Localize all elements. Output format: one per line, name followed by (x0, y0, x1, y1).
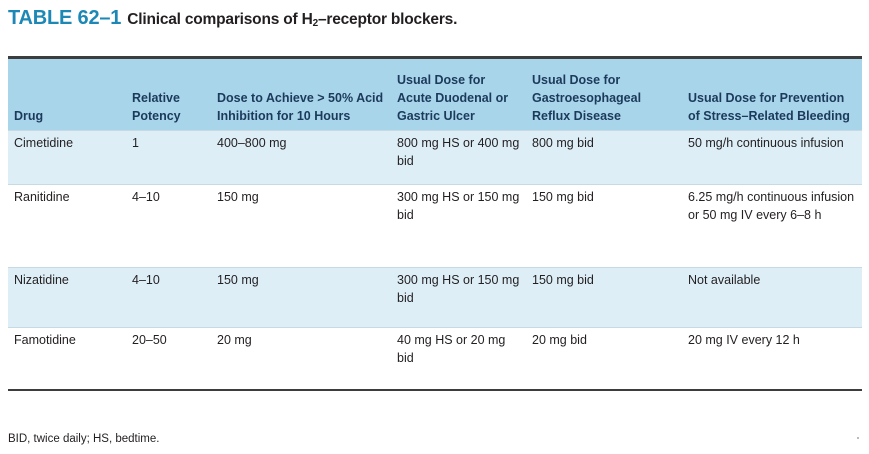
cell-potency: 4–10 (132, 190, 160, 204)
cell-gerd-dose: 800 mg bid (532, 136, 594, 150)
header-dose-gerd: Usual Dose for Gastroesophageal Reflux D… (526, 56, 682, 131)
caption-text-pre: Clinical comparisons of H (127, 11, 313, 28)
header-drug: Drug (8, 56, 126, 131)
cell-bleeding-dose: Not available (688, 273, 761, 287)
table-row: Famotidine 20–50 20 mg 40 mg HS or 20 mg… (8, 327, 862, 390)
cell-drug: Ranitidine (14, 190, 70, 204)
cell-gerd-dose: 20 mg bid (532, 333, 587, 347)
table-row: Nizatidine 4–10 150 mg 300 mg HS or 150 … (8, 267, 862, 328)
cell-gerd-dose: 150 mg bid (532, 190, 594, 204)
caption-subscript: 2 (312, 18, 319, 29)
table-number: TABLE 62–1 (8, 7, 122, 29)
cell-drug: Nizatidine (14, 273, 69, 287)
cell-acid-dose: 150 mg (217, 273, 259, 287)
cell-bleeding-dose: 6.25 mg/h continuous infusion or 50 mg I… (688, 190, 855, 222)
cell-acid-dose: 150 mg (217, 190, 259, 204)
table-caption: Clinical comparisons of H2–receptor bloc… (127, 11, 458, 29)
cell-drug: Cimetidine (14, 136, 74, 150)
caption-text-post: –receptor blockers. (317, 11, 458, 28)
cell-ulcer-dose: 40 mg HS or 20 mg bid (397, 333, 506, 365)
table-header-row: Drug Relative Potency Dose to Achieve > … (8, 56, 862, 131)
header-dose-stress-bleeding: Usual Dose for Prevention of Stress–Rela… (682, 56, 862, 131)
header-relative-potency: Relative Potency (126, 56, 211, 131)
table-title: TABLE 62–1 Clinical comparisons of H2–rec… (8, 7, 457, 30)
cell-bleeding-dose: 50 mg/h continuous infusion (688, 136, 844, 150)
table-row: Ranitidine 4–10 150 mg 300 mg HS or 150 … (8, 184, 862, 268)
cell-ulcer-dose: 300 mg HS or 150 mg bid (397, 190, 520, 222)
cell-ulcer-dose: 800 mg HS or 400 mg bid (397, 136, 520, 168)
cell-potency: 4–10 (132, 273, 160, 287)
page-mark (857, 437, 859, 439)
header-dose-acid-inhibition: Dose to Achieve > 50% Acid Inhibition fo… (211, 56, 391, 131)
cell-acid-dose: 20 mg (217, 333, 252, 347)
cell-ulcer-dose: 300 mg HS or 150 mg bid (397, 273, 520, 305)
header-dose-ulcer: Usual Dose for Acute Duodenal or Gastric… (391, 56, 526, 131)
cell-potency: 1 (132, 136, 139, 150)
comparison-table: Drug Relative Potency Dose to Achieve > … (8, 56, 862, 391)
table-footnote: BID, twice daily; HS, bedtime. (8, 433, 160, 445)
cell-drug: Famotidine (14, 333, 76, 347)
cell-bleeding-dose: 20 mg IV every 12 h (688, 333, 800, 347)
cell-acid-dose: 400–800 mg (217, 136, 287, 150)
comparison-table-container: Drug Relative Potency Dose to Achieve > … (8, 56, 862, 391)
cell-gerd-dose: 150 mg bid (532, 273, 594, 287)
table-row: Cimetidine 1 400–800 mg 800 mg HS or 400… (8, 130, 862, 185)
cell-potency: 20–50 (132, 333, 167, 347)
